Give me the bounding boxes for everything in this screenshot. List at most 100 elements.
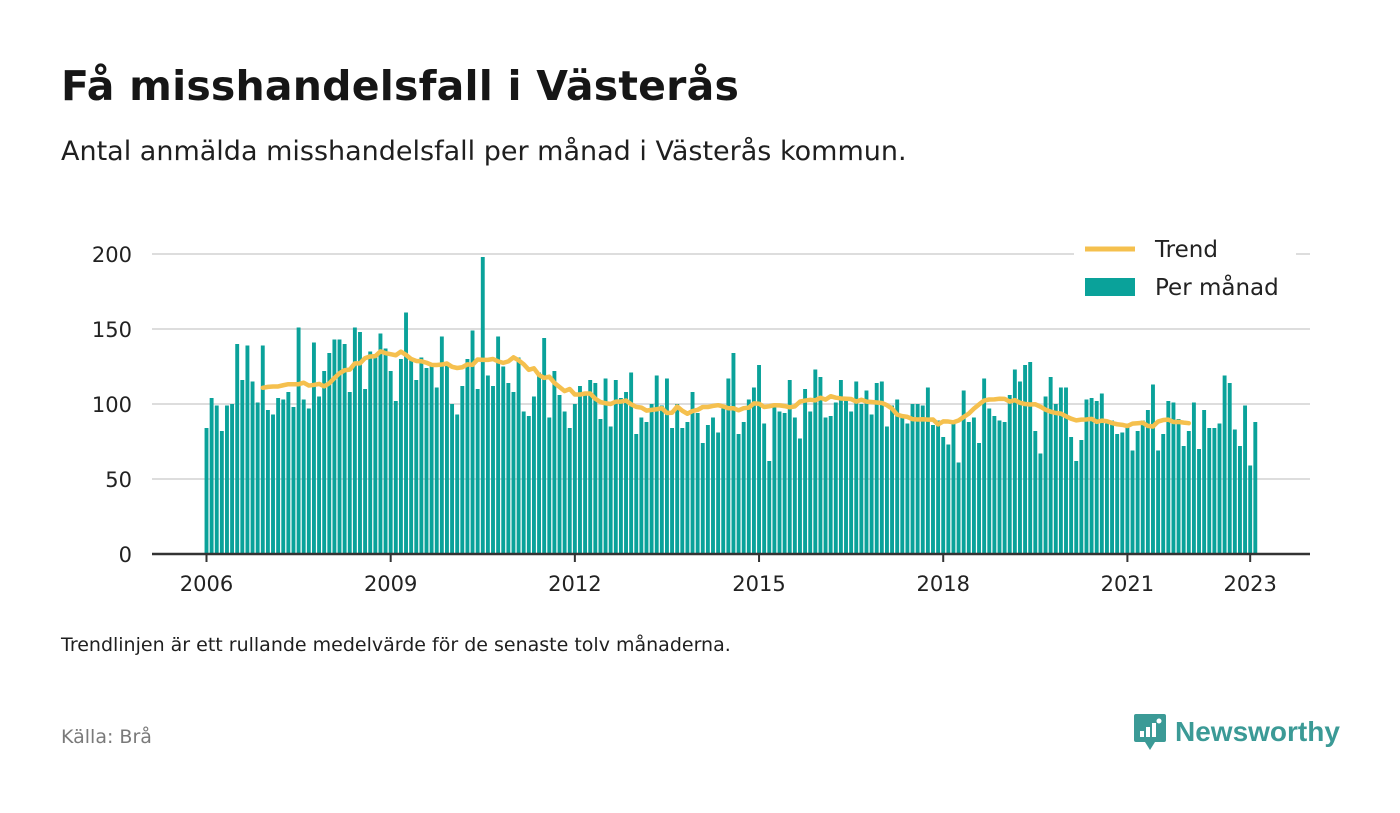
bar	[414, 380, 419, 554]
bar	[1110, 420, 1114, 554]
bar	[915, 404, 920, 554]
bar	[711, 417, 715, 554]
bar	[777, 411, 782, 554]
bar	[618, 398, 623, 554]
bars	[204, 257, 1258, 554]
trend-line-group	[260, 349, 1192, 429]
bar	[281, 399, 286, 554]
bar	[1099, 393, 1104, 554]
bar	[1115, 434, 1120, 554]
bar	[209, 398, 214, 554]
bar	[404, 312, 408, 554]
newsworthy-logo[interactable]: Newsworthy	[1133, 712, 1340, 752]
bar	[608, 426, 613, 554]
bar	[511, 392, 516, 554]
bar	[1171, 402, 1176, 554]
bar	[1238, 446, 1242, 554]
bar	[1012, 369, 1017, 554]
trend-note: Trendlinjen är ett rullande medelvärde f…	[61, 634, 731, 656]
bar	[429, 365, 434, 554]
bar	[603, 378, 608, 554]
bar	[1033, 431, 1038, 554]
bar	[286, 392, 291, 554]
bar	[803, 389, 808, 554]
bar	[910, 404, 915, 554]
source-label: Källa: Brå	[61, 726, 152, 748]
bar	[844, 399, 848, 554]
bar	[629, 372, 634, 554]
bar	[936, 420, 941, 554]
bar	[516, 357, 521, 554]
bar	[378, 333, 383, 554]
bar	[276, 398, 281, 554]
bar	[485, 375, 490, 554]
bar	[214, 405, 219, 554]
bar	[1104, 423, 1109, 554]
bar	[925, 387, 930, 554]
bar	[521, 411, 526, 554]
bar	[956, 462, 961, 554]
bar	[1140, 420, 1145, 554]
y-tick-label: 50	[105, 468, 132, 492]
bar	[639, 417, 644, 554]
chart-title: Få misshandelsfall i Västerås	[61, 62, 740, 110]
bar	[946, 444, 951, 554]
bar	[245, 345, 250, 554]
x-tick-label: 2021	[1101, 572, 1154, 596]
bar	[373, 356, 378, 554]
bar	[741, 422, 746, 554]
bar	[271, 414, 275, 554]
bar	[726, 378, 731, 554]
bar	[1253, 422, 1258, 554]
bar	[332, 339, 337, 554]
bar	[690, 392, 695, 554]
bar	[470, 330, 475, 554]
bar	[1038, 453, 1043, 554]
bar	[450, 404, 455, 554]
y-tick-label: 200	[92, 243, 132, 267]
bar	[808, 411, 813, 554]
bar	[368, 351, 373, 554]
bar	[885, 426, 889, 554]
bar	[757, 365, 761, 554]
bar	[1145, 410, 1150, 554]
bar	[833, 402, 838, 554]
bar	[235, 344, 240, 554]
bar	[746, 399, 751, 554]
bar	[716, 432, 721, 554]
bar	[352, 327, 357, 554]
bar	[890, 405, 894, 554]
bar	[593, 383, 598, 554]
bar	[409, 359, 414, 554]
bar	[204, 428, 209, 554]
bar	[465, 359, 470, 554]
bar	[675, 404, 680, 554]
bar	[1166, 401, 1171, 554]
bar	[393, 401, 398, 554]
trend-line	[260, 349, 1192, 429]
bar	[762, 423, 767, 554]
bar	[818, 377, 823, 554]
bar	[439, 336, 444, 554]
bar	[455, 414, 460, 554]
bar	[311, 342, 316, 554]
bar	[859, 404, 864, 554]
bar	[501, 366, 506, 554]
bar	[347, 392, 352, 554]
bar	[1186, 431, 1191, 554]
bar	[1212, 428, 1217, 554]
bar	[792, 417, 797, 554]
bar	[358, 332, 362, 554]
bar	[383, 348, 388, 554]
bar	[1120, 432, 1125, 554]
bar	[1064, 387, 1068, 554]
bar	[1074, 461, 1079, 554]
bar	[874, 383, 879, 554]
bar	[977, 443, 981, 554]
bar	[317, 396, 321, 554]
bar	[557, 395, 562, 554]
bar	[460, 386, 465, 554]
bar	[613, 380, 618, 554]
bar	[1248, 465, 1253, 554]
bar	[337, 339, 342, 554]
